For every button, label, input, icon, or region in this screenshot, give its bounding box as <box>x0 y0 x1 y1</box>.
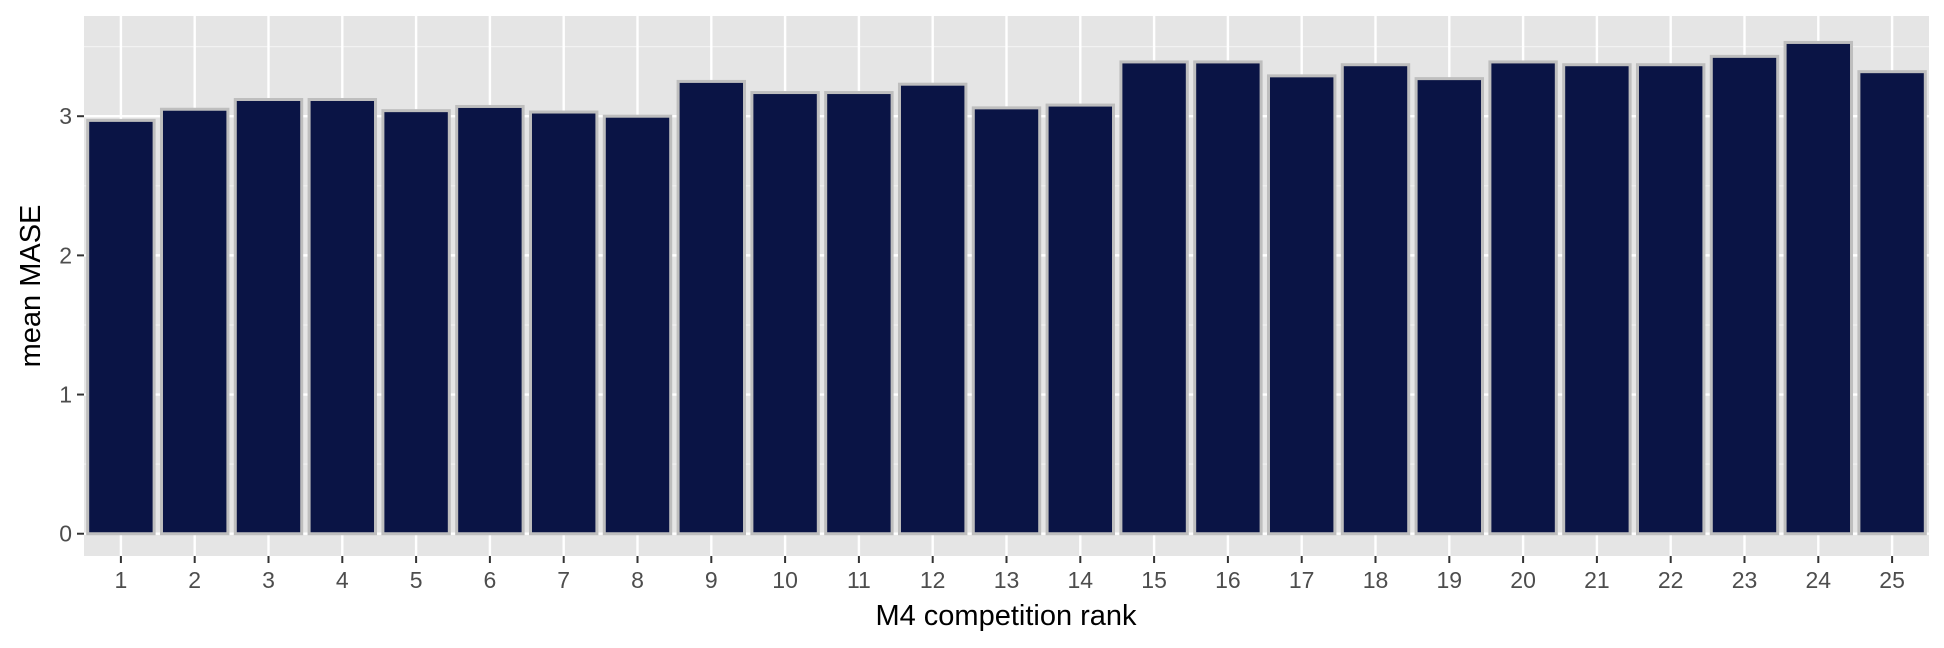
x-tick-label: 1 <box>115 567 128 593</box>
x-tick-label: 7 <box>557 567 570 593</box>
x-tick-label: 23 <box>1732 567 1758 593</box>
bar-rank-22 <box>1635 63 1706 536</box>
x-tick-label: 22 <box>1658 567 1684 593</box>
x-tick-label: 2 <box>188 567 201 593</box>
x-tick-label: 5 <box>410 567 423 593</box>
x-tick-label: 25 <box>1879 567 1905 593</box>
x-tick-label: 24 <box>1806 567 1832 593</box>
bar-rank-25 <box>1857 70 1927 536</box>
x-tick-label: 4 <box>336 567 349 593</box>
bar-rank-13 <box>971 106 1042 536</box>
bar-rank-14 <box>1045 103 1116 536</box>
bar-rank-6 <box>455 104 525 536</box>
x-tick-label: 9 <box>705 567 718 593</box>
y-axis: 0 1 2 3 <box>59 103 84 547</box>
x-tick-label: 17 <box>1289 567 1315 593</box>
x-tick-label: 19 <box>1437 567 1463 593</box>
y-tick-label: 2 <box>59 242 72 268</box>
bar-rank-7 <box>528 110 599 536</box>
x-tick-label: 11 <box>847 567 871 593</box>
bar-rank-12 <box>897 82 968 536</box>
bar-rank-5 <box>381 109 451 536</box>
bar-rank-8 <box>602 114 673 536</box>
x-tick-label: 18 <box>1363 567 1389 593</box>
y-tick-label: 0 <box>59 521 72 547</box>
x-tick-label: 21 <box>1584 567 1610 593</box>
bar-rank-9 <box>676 79 747 536</box>
bar-rank-4 <box>307 98 378 536</box>
x-tick-label: 3 <box>262 567 275 593</box>
x-tick-label: 14 <box>1068 567 1094 593</box>
bar-rank-17 <box>1266 74 1337 536</box>
bar-rank-2 <box>159 107 230 536</box>
y-tick-label: 3 <box>59 103 72 129</box>
x-tick-label: 15 <box>1141 567 1167 593</box>
bar-rank-15 <box>1119 60 1189 536</box>
bar-rank-21 <box>1562 63 1632 536</box>
bar-rank-1 <box>86 118 156 536</box>
bar-rank-18 <box>1340 63 1411 536</box>
x-tick-label: 6 <box>484 567 497 593</box>
y-tick-label: 1 <box>59 382 72 408</box>
bar-rank-19 <box>1414 77 1485 536</box>
x-tick-label: 8 <box>631 567 644 593</box>
bar-rank-16 <box>1193 60 1263 536</box>
bar-rank-3 <box>233 98 304 536</box>
y-axis-title: mean MASE <box>15 205 47 368</box>
bar-rank-10 <box>750 91 820 536</box>
x-tick-label: 12 <box>920 567 946 593</box>
x-axis: 1 2 3 4 5 6 7 8 9 10 11 12 13 14 15 16 17 18 19 20 21 22 23 24 2… <box>115 556 1905 593</box>
bar-rank-23 <box>1709 54 1780 536</box>
x-tick-label: 13 <box>994 567 1020 593</box>
x-tick-label: 16 <box>1215 567 1241 593</box>
x-tick-label: 10 <box>772 567 798 593</box>
bar-rank-24 <box>1783 40 1854 536</box>
x-tick-label: 20 <box>1510 567 1536 593</box>
bar-rank-20 <box>1488 60 1558 536</box>
x-axis-title: M4 competition rank <box>875 600 1137 632</box>
bars <box>86 40 1927 536</box>
bar-rank-11 <box>824 91 894 536</box>
